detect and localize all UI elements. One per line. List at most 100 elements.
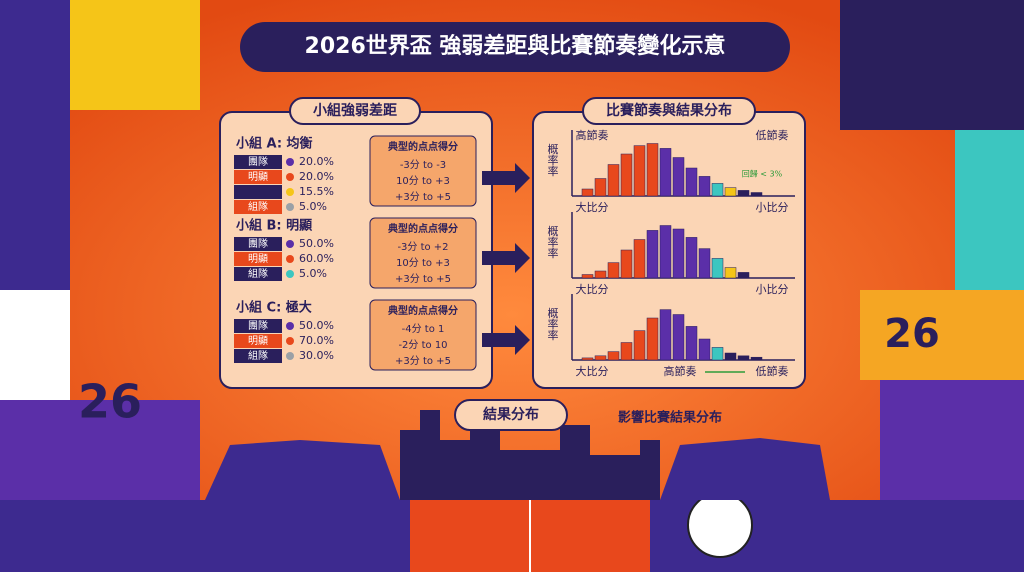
hist-bar — [711, 258, 724, 279]
score: -2分 to 10 — [398, 339, 447, 351]
score-box — [369, 217, 477, 289]
team-dot — [286, 270, 294, 278]
hist-bar — [711, 183, 724, 197]
score: +3分 to +5 — [395, 355, 451, 367]
score: +3分 to +5 — [395, 191, 451, 203]
hist-bar — [620, 342, 633, 361]
y-label: 概率率 — [546, 307, 559, 341]
team-tag — [234, 237, 282, 251]
team-label: 組隊 — [248, 349, 268, 362]
score-header: 典型的点点得分 — [388, 304, 458, 317]
hist-bar — [607, 351, 620, 361]
team-pct: 60.0% — [299, 252, 334, 265]
hist-bar — [659, 225, 672, 279]
team-dot — [286, 158, 294, 166]
team-label: 明顯 — [248, 253, 268, 265]
hist-bar — [620, 153, 633, 197]
hist-bar — [607, 262, 620, 279]
team-pct: 70.0% — [299, 334, 334, 347]
hist-bar — [737, 190, 750, 197]
hist-bar — [633, 239, 646, 279]
bottom-label: 小比分 — [756, 283, 789, 296]
hist-bar — [594, 355, 607, 361]
bottom-label: 低節奏 — [756, 364, 789, 378]
flow-label: 結果分布 — [483, 406, 539, 423]
hist-bar — [659, 309, 672, 361]
title: 2026世界盃 強弱差距與比賽節奏變化示意 — [305, 33, 726, 59]
team-label: 明顯 — [248, 171, 268, 183]
hist-bar — [581, 188, 594, 197]
team-tag — [234, 334, 282, 348]
team-dot — [286, 203, 294, 211]
hist-bar — [750, 356, 763, 361]
team-label: 組隊 — [248, 267, 268, 280]
hist-bar — [724, 187, 737, 197]
hist-bar — [698, 248, 711, 279]
team-pct: 50.0% — [299, 237, 334, 250]
top-label: 低節奏 — [756, 128, 789, 142]
score: 10分 to +3 — [396, 257, 450, 269]
hist-bar — [737, 272, 750, 279]
team-dot — [286, 240, 294, 248]
hist-bar — [581, 274, 594, 279]
score: -3分 to +2 — [397, 241, 448, 253]
hist-bar — [594, 178, 607, 197]
team-dot — [286, 337, 294, 345]
top-label: 高節奏 — [576, 128, 609, 142]
team-label: 團隊 — [248, 319, 268, 332]
hist-bar — [620, 249, 633, 279]
panel-title: 比賽節奏與結果分布 — [606, 102, 732, 119]
score-box — [369, 299, 477, 371]
hist-bar — [685, 326, 698, 361]
team-dot — [286, 352, 294, 360]
team-label: 團隊 — [248, 237, 268, 250]
bottom-label: 小比分 — [756, 201, 789, 214]
score-box — [369, 135, 477, 207]
team-pct: 30.0% — [299, 349, 334, 362]
team-dot — [286, 173, 294, 181]
team-tag — [234, 200, 282, 214]
score-header: 典型的点点得分 — [388, 140, 458, 153]
hist-bar — [646, 143, 659, 197]
hist-bar — [581, 357, 594, 361]
group-title: 小組 B: 明顯 — [236, 218, 312, 234]
team-label: 團隊 — [248, 155, 268, 168]
y-label: 概率率 — [546, 225, 559, 259]
hist-bar — [659, 148, 672, 197]
score: -4分 to 1 — [402, 323, 445, 335]
score: -3分 to -3 — [400, 159, 446, 171]
bottom-label: 大比分 — [576, 282, 609, 296]
group-title: 小組 C: 極大 — [236, 300, 312, 316]
score: +3分 to +5 — [395, 273, 451, 285]
team-pct: 20.0% — [299, 155, 334, 168]
hist-bar — [724, 267, 737, 279]
team-tag — [234, 319, 282, 333]
hist-bar — [672, 157, 685, 197]
note: 回歸 < 3% — [742, 169, 783, 179]
team-dot — [286, 255, 294, 263]
hist-bar — [698, 338, 711, 361]
impact-label: 影響比賽結果分布 — [618, 410, 722, 426]
team-pct: 20.0% — [299, 170, 334, 183]
team-label: 組隊 — [248, 200, 268, 213]
hist-bar — [607, 164, 620, 197]
bottom-label: 大比分 — [576, 200, 609, 214]
score: 10分 to +3 — [396, 175, 450, 187]
team-tag — [234, 185, 282, 199]
hist-bar — [737, 355, 750, 361]
panel-title: 小組強弱差距 — [313, 102, 397, 119]
hist-bar — [724, 352, 737, 361]
hist-bar — [594, 270, 607, 279]
team-pct: 15.5% — [299, 185, 334, 198]
team-label: 明顯 — [248, 335, 268, 347]
team-tag — [234, 349, 282, 363]
score-header: 典型的点点得分 — [388, 222, 458, 235]
hist-bar — [685, 167, 698, 197]
team-tag — [234, 155, 282, 169]
team-pct: 50.0% — [299, 319, 334, 332]
hist-bar — [646, 317, 659, 361]
team-dot — [286, 322, 294, 330]
